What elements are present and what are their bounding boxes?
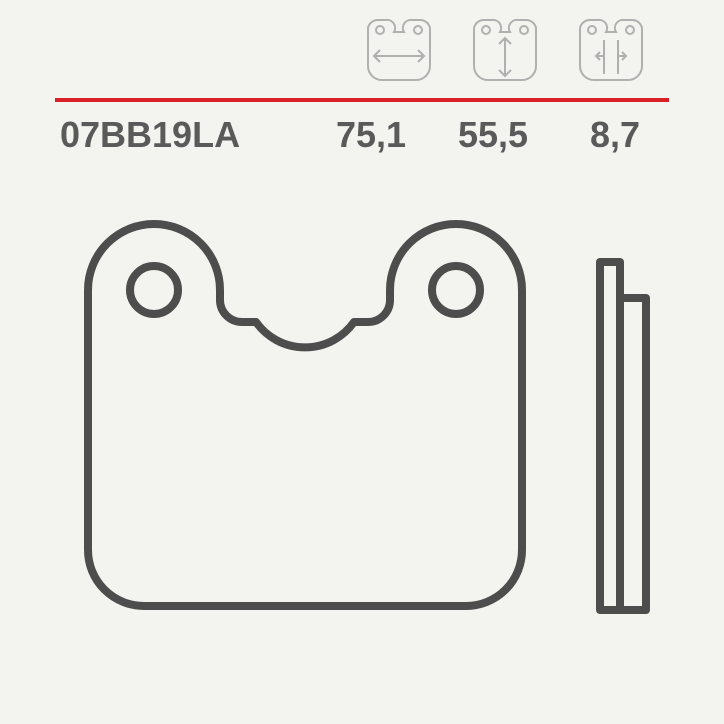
dim-width: 75,1: [330, 114, 412, 156]
technical-drawing: [40, 200, 684, 694]
accent-divider: [55, 98, 669, 102]
front-view-outline: [88, 224, 522, 606]
dimension-icons-row: [356, 18, 654, 84]
dim-height: 55,5: [452, 114, 534, 156]
side-view-outline: [600, 262, 646, 610]
dimensions-group: 75,1 55,5 8,7: [330, 114, 656, 156]
part-number: 07BB19LA: [60, 114, 240, 156]
pad-thickness-icon: [568, 18, 654, 84]
spec-card: 07BB19LA 75,1 55,5 8,7: [0, 0, 724, 724]
dim-thickness: 8,7: [574, 114, 656, 156]
pad-height-icon: [462, 18, 548, 84]
pad-width-icon: [356, 18, 442, 84]
